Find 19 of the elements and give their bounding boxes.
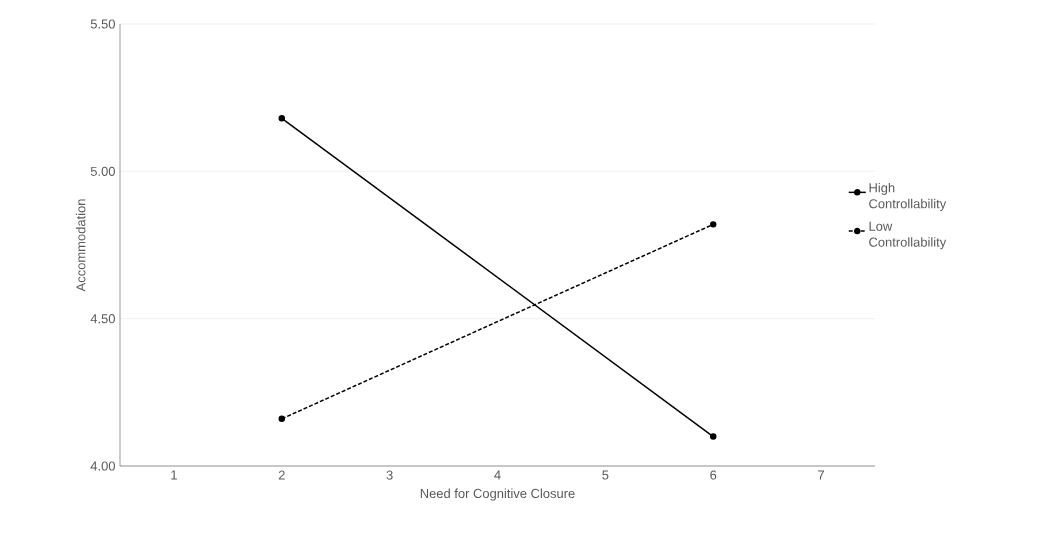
point [709,221,717,228]
point [709,433,717,440]
x-tick-label: 7 [818,470,825,480]
y-axis-title: Accommodation [75,199,86,292]
x-tick-label: 4 [494,470,501,480]
y-tick-label: 4.00 [90,461,115,471]
y-tick-label: 5.00 [90,166,115,176]
legend-label: Low Controllability [869,221,947,250]
point [278,115,286,122]
x-tick-label: 5 [602,470,609,480]
x-tick-label: 2 [278,470,285,480]
legend-label: High Controllability [869,182,947,211]
x-axis-title: Need for Cognitive Closure [420,488,575,501]
point [278,415,286,423]
y-tick-label: 5.50 [90,19,115,29]
x-tick-label: 1 [171,470,177,480]
x-tick-label: 3 [386,470,393,480]
y-tick-label: 4.50 [90,314,115,324]
x-tick-label: 6 [710,470,717,480]
